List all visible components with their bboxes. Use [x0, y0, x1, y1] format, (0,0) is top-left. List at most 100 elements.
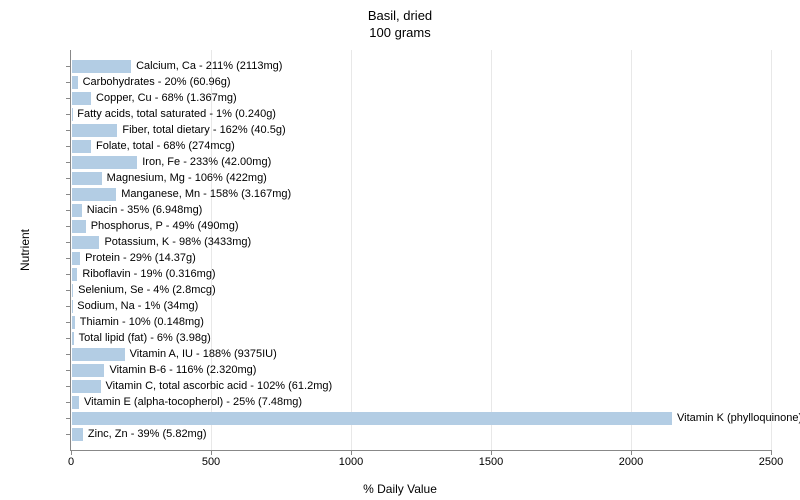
y-tick-mark [66, 274, 71, 275]
plot-area: 05001000150020002500Calcium, Ca - 211% (… [70, 50, 771, 451]
nutrient-row: Vitamin A, IU - 188% (9375IU) [71, 346, 771, 362]
nutrient-bar [72, 156, 137, 169]
nutrient-chart: Basil, dried 100 grams Nutrient 05001000… [0, 0, 800, 500]
nutrient-bar [72, 268, 77, 281]
title-line1: Basil, dried [368, 8, 432, 23]
nutrient-label: Total lipid (fat) - 6% (3.98g) [79, 332, 211, 344]
y-tick-mark [66, 322, 71, 323]
y-tick-mark [66, 194, 71, 195]
x-tick-label: 500 [202, 456, 220, 468]
nutrient-row: Vitamin B-6 - 116% (2.320mg) [71, 362, 771, 378]
nutrient-label: Carbohydrates - 20% (60.96g) [83, 76, 231, 88]
y-tick-mark [66, 434, 71, 435]
nutrient-label: Thiamin - 10% (0.148mg) [80, 316, 204, 328]
x-tick-label: 0 [68, 456, 74, 468]
x-tick-label: 1500 [479, 456, 503, 468]
y-tick-mark [66, 114, 71, 115]
nutrient-row: Protein - 29% (14.37g) [71, 250, 771, 266]
nutrient-bar [72, 428, 83, 441]
y-tick-mark [66, 226, 71, 227]
x-tick-mark [351, 450, 352, 455]
grid-line [771, 50, 772, 450]
x-tick-mark [771, 450, 772, 455]
nutrient-label: Fatty acids, total saturated - 1% (0.240… [77, 108, 276, 120]
nutrient-bar [72, 188, 116, 201]
x-tick-label: 1000 [339, 456, 363, 468]
nutrient-row: Vitamin E (alpha-tocopherol) - 25% (7.48… [71, 394, 771, 410]
nutrient-bar [72, 124, 117, 137]
y-tick-mark [66, 354, 71, 355]
nutrient-row: Folate, total - 68% (274mcg) [71, 138, 771, 154]
y-tick-mark [66, 290, 71, 291]
nutrient-row: Fatty acids, total saturated - 1% (0.240… [71, 106, 771, 122]
y-tick-mark [66, 162, 71, 163]
nutrient-label: Riboflavin - 19% (0.316mg) [82, 268, 215, 280]
y-tick-mark [66, 242, 71, 243]
nutrient-bar [72, 332, 74, 345]
nutrient-bar [72, 92, 91, 105]
nutrient-bar [72, 220, 86, 233]
nutrient-label: Potassium, K - 98% (3433mg) [104, 236, 251, 248]
nutrient-label: Magnesium, Mg - 106% (422mg) [107, 172, 267, 184]
nutrient-row: Riboflavin - 19% (0.316mg) [71, 266, 771, 282]
y-tick-mark [66, 386, 71, 387]
x-axis-label: % Daily Value [0, 482, 800, 496]
x-tick-mark [211, 450, 212, 455]
nutrient-row: Total lipid (fat) - 6% (3.98g) [71, 330, 771, 346]
y-axis-label: Nutrient [18, 229, 32, 271]
nutrient-row: Vitamin K (phylloquinone) - 2143% (1714.… [71, 410, 771, 426]
nutrient-bar [72, 316, 75, 329]
nutrient-label: Copper, Cu - 68% (1.367mg) [96, 92, 237, 104]
nutrient-bar [72, 76, 78, 89]
nutrient-row: Fiber, total dietary - 162% (40.5g) [71, 122, 771, 138]
nutrient-row: Phosphorus, P - 49% (490mg) [71, 218, 771, 234]
nutrient-label: Folate, total - 68% (274mcg) [96, 140, 235, 152]
nutrient-row: Magnesium, Mg - 106% (422mg) [71, 170, 771, 186]
nutrient-row: Sodium, Na - 1% (34mg) [71, 298, 771, 314]
nutrient-bar [72, 364, 104, 377]
x-tick-mark [631, 450, 632, 455]
nutrient-row: Potassium, K - 98% (3433mg) [71, 234, 771, 250]
nutrient-row: Niacin - 35% (6.948mg) [71, 202, 771, 218]
y-tick-mark [66, 98, 71, 99]
nutrient-bar [72, 284, 73, 297]
y-tick-mark [66, 82, 71, 83]
nutrient-bar [72, 172, 102, 185]
nutrient-label: Calcium, Ca - 211% (2113mg) [136, 60, 282, 72]
y-tick-mark [66, 370, 71, 371]
y-tick-mark [66, 146, 71, 147]
nutrient-label: Vitamin B-6 - 116% (2.320mg) [109, 364, 256, 376]
nutrient-bar [72, 348, 125, 361]
y-tick-mark [66, 306, 71, 307]
title-line2: 100 grams [369, 25, 430, 40]
y-tick-mark [66, 258, 71, 259]
nutrient-label: Vitamin C, total ascorbic acid - 102% (6… [106, 380, 333, 392]
nutrient-label: Selenium, Se - 4% (2.8mcg) [78, 284, 216, 296]
nutrient-bar [72, 236, 99, 249]
nutrient-label: Zinc, Zn - 39% (5.82mg) [88, 428, 207, 440]
nutrient-row: Vitamin C, total ascorbic acid - 102% (6… [71, 378, 771, 394]
nutrient-row: Carbohydrates - 20% (60.96g) [71, 74, 771, 90]
nutrient-row: Copper, Cu - 68% (1.367mg) [71, 90, 771, 106]
y-tick-mark [66, 130, 71, 131]
nutrient-label: Sodium, Na - 1% (34mg) [77, 300, 198, 312]
nutrient-bar [72, 380, 101, 393]
y-tick-mark [66, 178, 71, 179]
nutrient-label: Vitamin A, IU - 188% (9375IU) [130, 348, 277, 360]
nutrient-row: Manganese, Mn - 158% (3.167mg) [71, 186, 771, 202]
nutrient-label: Niacin - 35% (6.948mg) [87, 204, 203, 216]
nutrient-row: Iron, Fe - 233% (42.00mg) [71, 154, 771, 170]
x-tick-label: 2500 [759, 456, 783, 468]
nutrient-label: Iron, Fe - 233% (42.00mg) [142, 156, 271, 168]
nutrient-label: Protein - 29% (14.37g) [85, 252, 196, 264]
nutrient-bar [72, 60, 131, 73]
nutrient-row: Zinc, Zn - 39% (5.82mg) [71, 426, 771, 442]
y-tick-mark [66, 402, 71, 403]
y-tick-mark [66, 66, 71, 67]
nutrient-bar [72, 140, 91, 153]
y-tick-mark [66, 418, 71, 419]
nutrient-label: Vitamin E (alpha-tocopherol) - 25% (7.48… [84, 396, 302, 408]
nutrient-row: Thiamin - 10% (0.148mg) [71, 314, 771, 330]
nutrient-label: Manganese, Mn - 158% (3.167mg) [121, 188, 291, 200]
y-tick-mark [66, 210, 71, 211]
